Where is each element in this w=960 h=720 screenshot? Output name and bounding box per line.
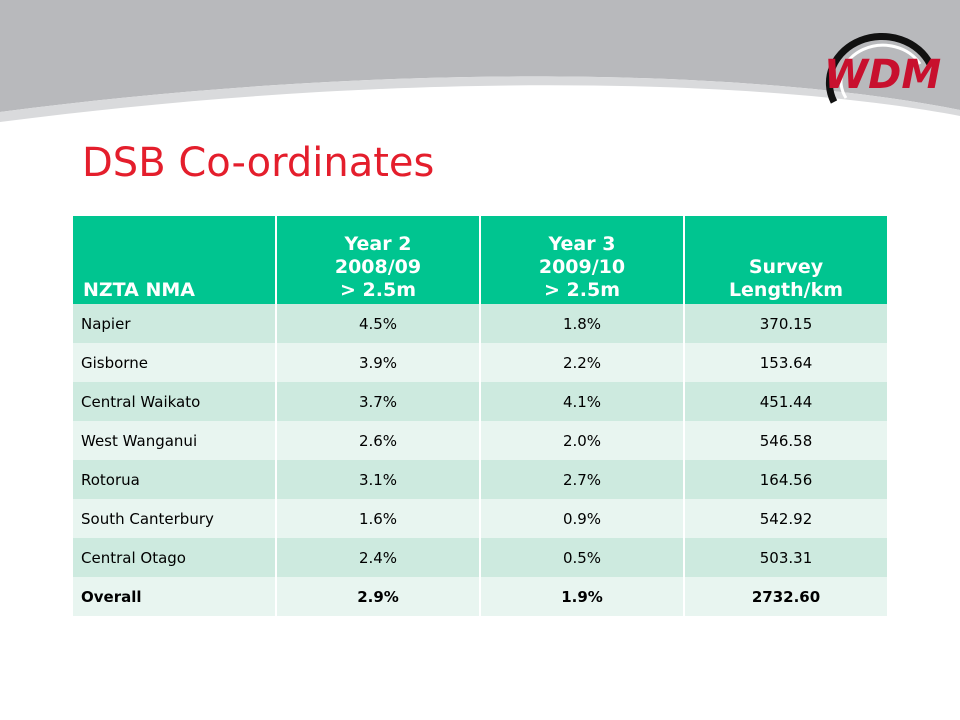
wdm-logo: WDM xyxy=(824,33,941,104)
col-header-survey-length: Survey Length/km xyxy=(683,216,887,304)
cell-year3: 2.2% xyxy=(479,343,684,382)
table-row: South Canterbury 1.6% 0.9% 542.92 xyxy=(73,499,887,538)
cell-length: 2732.60 xyxy=(683,577,887,616)
cell-year2: 1.6% xyxy=(275,499,480,538)
cell-nma: Napier xyxy=(73,304,276,343)
cell-nma: Rotorua xyxy=(73,460,276,499)
cell-year2: 2.4% xyxy=(275,538,480,577)
cell-year3: 0.9% xyxy=(479,499,684,538)
cell-year3: 0.5% xyxy=(479,538,684,577)
cell-year2: 3.9% xyxy=(275,343,480,382)
cell-nma: Central Otago xyxy=(73,538,276,577)
cell-nma: South Canterbury xyxy=(73,499,276,538)
cell-length: 370.15 xyxy=(683,304,887,343)
cell-year2: 4.5% xyxy=(275,304,480,343)
cell-length: 546.58 xyxy=(683,421,887,460)
cell-length: 153.64 xyxy=(683,343,887,382)
table-row: Central Waikato 3.7% 4.1% 451.44 xyxy=(73,382,887,421)
results-table: NZTA NMA Year 2 2008/09 > 2.5m Year 3 2009/… xyxy=(73,216,887,616)
cell-year2: 3.1% xyxy=(275,460,480,499)
slide-title: DSB Co-ordinates xyxy=(82,140,435,186)
logo-lettering: WDM xyxy=(824,52,941,98)
cell-nma: Central Waikato xyxy=(73,382,276,421)
cell-year2: 2.6% xyxy=(275,421,480,460)
table-row: Gisborne 3.9% 2.2% 153.64 xyxy=(73,343,887,382)
col-header-year3: Year 3 2009/10 > 2.5m xyxy=(479,216,684,304)
cell-year3: 1.8% xyxy=(479,304,684,343)
table-row: Napier 4.5% 1.8% 370.15 xyxy=(73,304,887,343)
cell-nma: Gisborne xyxy=(73,343,276,382)
table-row: West Wanganui 2.6% 2.0% 546.58 xyxy=(73,421,887,460)
header-banner xyxy=(0,0,960,122)
cell-year3: 2.7% xyxy=(479,460,684,499)
table-total-row: Overall 2.9% 1.9% 2732.60 xyxy=(73,577,887,616)
cell-year3: 4.1% xyxy=(479,382,684,421)
table-row: Central Otago 2.4% 0.5% 503.31 xyxy=(73,538,887,577)
cell-length: 164.56 xyxy=(683,460,887,499)
table-header-row: NZTA NMA Year 2 2008/09 > 2.5m Year 3 2009/… xyxy=(73,216,887,304)
cell-length: 542.92 xyxy=(683,499,887,538)
cell-length: 503.31 xyxy=(683,538,887,577)
col-header-nma: NZTA NMA xyxy=(73,216,276,304)
table-row: Rotorua 3.1% 2.7% 164.56 xyxy=(73,460,887,499)
cell-nma: Overall xyxy=(73,577,276,616)
col-header-year2: Year 2 2008/09 > 2.5m xyxy=(275,216,480,304)
cell-length: 451.44 xyxy=(683,382,887,421)
cell-year2: 3.7% xyxy=(275,382,480,421)
cell-year3: 1.9% xyxy=(479,577,684,616)
cell-nma: West Wanganui xyxy=(73,421,276,460)
cell-year3: 2.0% xyxy=(479,421,684,460)
cell-year2: 2.9% xyxy=(275,577,480,616)
